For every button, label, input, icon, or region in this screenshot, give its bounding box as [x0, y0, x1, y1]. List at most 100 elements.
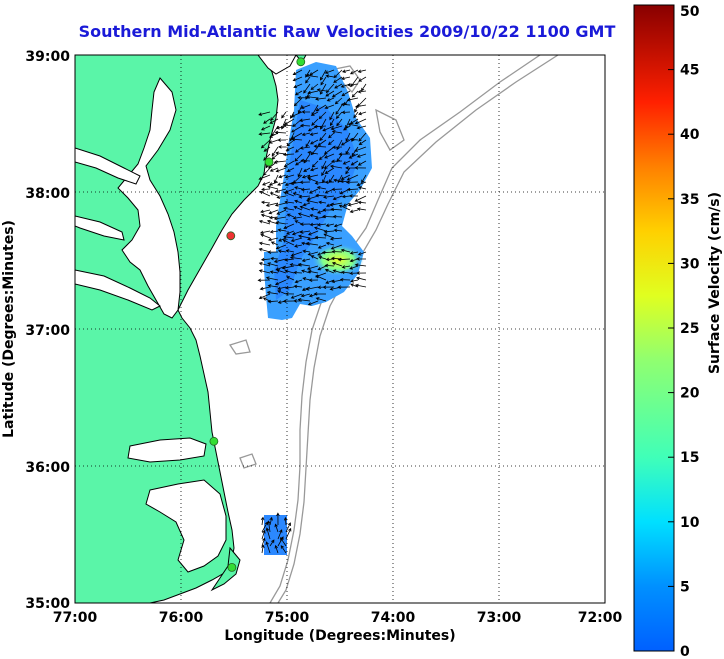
velocity-arrow: [335, 104, 343, 115]
velocity-arrow: [357, 69, 367, 73]
velocity-arrow: [340, 139, 351, 146]
velocity-arrow: [260, 233, 271, 239]
velocity-arrow: [273, 160, 287, 164]
velocity-arrow: [319, 132, 327, 142]
velocity-arrow: [297, 212, 311, 218]
velocity-arrow: [314, 235, 327, 240]
velocity-arrow: [323, 146, 335, 155]
velocity-arrow: [350, 283, 359, 288]
velocity-arrow: [331, 130, 343, 134]
velocity-arrow: [269, 118, 279, 124]
velocity-arrow: [325, 223, 335, 227]
velocity-arrow: [284, 174, 295, 179]
velocity-arrow: [307, 177, 319, 183]
velocity-arrow: [274, 523, 279, 533]
velocity-arrow: [351, 90, 359, 98]
velocity-arrow: [338, 204, 351, 211]
velocity-arrow: [329, 111, 335, 121]
velocity-arrow: [261, 521, 268, 533]
velocity-arrow: [298, 195, 311, 199]
velocity-arrow: [338, 152, 351, 156]
velocity-arrow: [258, 293, 271, 300]
velocity-arrow: [325, 241, 335, 246]
velocity-arrow: [325, 90, 335, 97]
velocity-arrow: [267, 250, 279, 254]
velocity-arrow: [330, 125, 343, 131]
velocity-arrow: [340, 270, 351, 275]
velocity-arrow: [357, 251, 367, 256]
velocity-arrow: [258, 262, 271, 267]
y-axis-label: Latitude (Degrees:Minutes): [1, 220, 17, 438]
velocity-arrow: [260, 200, 271, 205]
velocity-arrow: [308, 278, 319, 282]
velocity-arrow: [294, 153, 303, 162]
velocity-arrow: [301, 269, 311, 274]
velocity-arrow: [277, 138, 287, 142]
velocity-arrow: [317, 139, 327, 146]
velocity-arrow: [318, 111, 327, 120]
velocity-arrow: [350, 160, 359, 166]
velocity-arrow: [323, 229, 335, 234]
velocity-arrow: [311, 118, 319, 126]
velocity-arrow: [261, 537, 266, 547]
velocity-arrow: [350, 279, 359, 283]
velocity-arrow: [260, 125, 271, 131]
velocity-arrow: [349, 265, 359, 270]
velocity-arrow: [300, 123, 311, 128]
velocity-arrow: [268, 139, 279, 144]
velocity-arrow: [336, 118, 343, 127]
velocity-arrow: [345, 118, 351, 129]
colorbar-tick-label: 50: [680, 4, 700, 20]
velocity-arrow: [355, 276, 367, 281]
velocity-arrow: [309, 222, 319, 227]
y-tick: 36:00: [25, 460, 70, 476]
velocity-arrow: [299, 222, 311, 226]
velocity-arrow: [260, 213, 271, 218]
velocity-arrow: [321, 167, 327, 177]
velocity-vectors: [257, 69, 367, 554]
velocity-arrow: [319, 83, 327, 95]
velocity-arrow: [341, 194, 351, 199]
velocity-arrow: [292, 69, 303, 75]
velocity-arrow: [283, 516, 288, 526]
velocity-arrow: [277, 228, 287, 232]
velocity-arrow: [265, 527, 271, 540]
velocity-arrow: [305, 76, 311, 84]
velocity-arrow: [354, 195, 367, 202]
velocity-arrow: [345, 167, 351, 175]
velocity-arrow: [356, 271, 367, 275]
velocity-arrow: [276, 195, 287, 199]
velocity-arrow: [340, 174, 351, 180]
james-river: [75, 269, 161, 311]
velocity-arrow: [324, 104, 335, 109]
velocity-arrow: [269, 132, 279, 138]
velocity-arrow: [324, 69, 335, 74]
velocity-arrow: [317, 244, 327, 249]
velocity-arrow: [301, 258, 311, 263]
velocity-arrow: [308, 293, 319, 298]
velocity-arrow: [342, 160, 351, 165]
velocity-arrow: [316, 88, 327, 92]
velocity-arrow: [267, 262, 279, 267]
velocity-arrow: [354, 104, 367, 109]
velocity-arrow: [299, 180, 311, 185]
velocity-arrow: [257, 278, 271, 283]
colorbar-ticks: 0 5 10 15 20 25 30 35 40 45 50: [668, 4, 700, 659]
velocity-arrow: [313, 226, 327, 232]
velocity-arrow: [324, 153, 335, 159]
velocity-arrow: [299, 205, 311, 211]
velocity-arrow: [309, 167, 319, 172]
velocity-arrow: [303, 83, 311, 94]
velocity-arrow: [270, 256, 279, 261]
velocity-arrow: [313, 124, 327, 129]
velocity-arrow: [259, 286, 271, 291]
velocity-arrow: [329, 164, 343, 169]
velocity-arrow: [269, 192, 279, 197]
velocity-arrow: [311, 160, 319, 168]
velocity-arrow: [329, 202, 343, 207]
velocity-arrow: [307, 251, 319, 256]
velocity-arrow: [309, 139, 319, 145]
velocity-arrow: [280, 545, 287, 554]
velocity-arrow: [276, 209, 287, 215]
